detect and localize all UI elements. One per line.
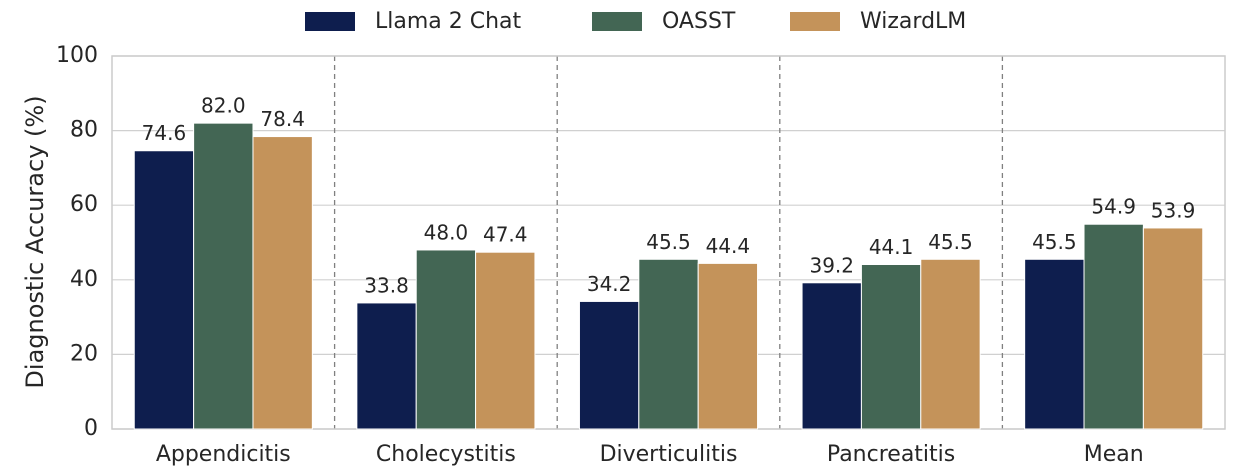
x-tick-label: Appendicitis [156,442,291,467]
value-label: 47.4 [483,223,528,247]
bar [920,258,981,430]
x-tick-label: Mean [1084,442,1144,467]
legend-label: Llama 2 Chat [375,9,522,34]
value-label: 74.6 [142,121,187,145]
legend-swatch [592,12,642,31]
bar [1083,223,1144,430]
value-label: 44.1 [869,235,914,259]
y-tick-label: 80 [70,118,98,143]
y-axis-title: Diagnostic Accuracy (%) [21,95,49,388]
legend-swatch [790,12,840,31]
legend-label: OASST [662,9,736,34]
value-label: 44.4 [706,234,751,258]
value-label: 39.2 [809,253,854,277]
bar [356,302,417,430]
value-label: 53.9 [1151,198,1196,222]
y-tick-label: 20 [70,341,98,366]
value-label: 45.5 [928,230,973,254]
bar [638,258,699,430]
value-label: 45.5 [646,230,691,254]
bar [1024,258,1085,430]
legend-label: WizardLM [860,9,966,34]
value-label: 54.9 [1091,195,1136,219]
x-tick-label: Diverticulitis [600,442,738,467]
y-tick-label: 100 [56,43,98,68]
value-label: 78.4 [260,107,305,131]
y-tick-label: 40 [70,267,98,292]
bar [578,300,640,430]
x-tick-label: Cholecystitis [376,442,516,467]
y-tick-label: 60 [70,192,98,217]
value-label: 34.2 [587,272,632,296]
bar [193,122,254,430]
bar [697,262,759,430]
bar [252,136,313,430]
bar [475,251,536,430]
value-label: 82.0 [201,94,246,118]
legend-swatch [305,12,355,31]
y-tick-label: 0 [84,416,98,441]
x-tick-label: Pancreatitis [827,442,955,467]
bar [133,150,195,430]
bar [1142,227,1204,430]
value-label: 45.5 [1032,230,1077,254]
bar [860,264,922,430]
value-label: 48.0 [424,220,469,244]
value-label: 33.8 [364,273,409,297]
bar [415,249,477,430]
bar [801,282,862,430]
